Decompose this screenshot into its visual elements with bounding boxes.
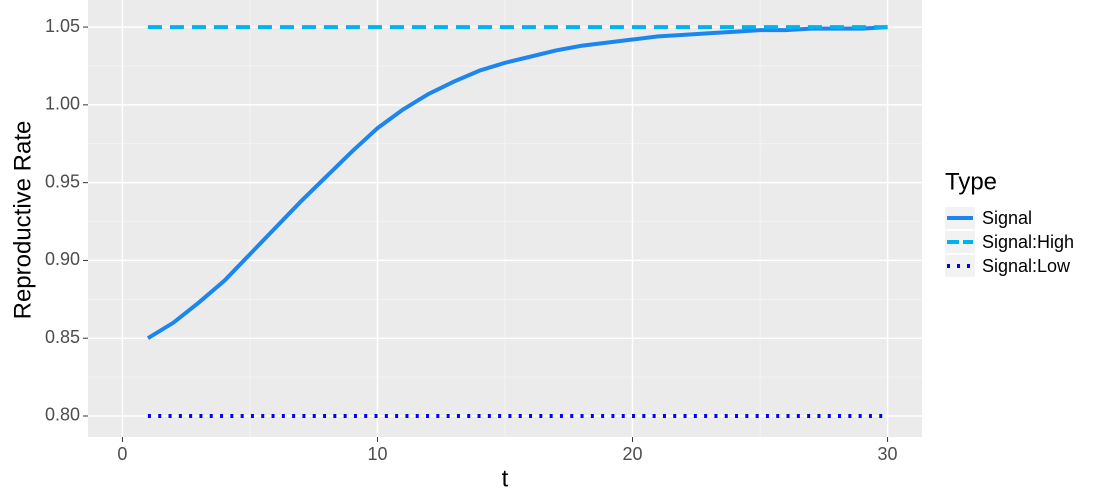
x-axis-title: t [502,465,509,492]
series-line [146,25,888,340]
y-tick-label: 0.90 [45,249,80,269]
y-tick-label: 0.85 [45,327,80,347]
x-tick-label: 0 [117,444,127,464]
y-tick-label: 1.05 [45,16,80,36]
legend-label: Signal:High [982,232,1074,252]
y-tick-label: 0.95 [45,171,80,191]
legend-label: Signal:Low [982,256,1071,276]
y-tick-label: 0.80 [45,405,80,425]
x-tick-label: 20 [623,444,643,464]
y-tick-label: 1.00 [45,94,80,114]
legend-key-bg [945,231,975,253]
legend-label: Signal [982,208,1032,228]
x-tick-label: 30 [878,444,898,464]
legend-title: Type [945,168,997,195]
x-tick-label: 10 [367,444,387,464]
y-axis-title: Reproductive Rate [9,121,36,320]
